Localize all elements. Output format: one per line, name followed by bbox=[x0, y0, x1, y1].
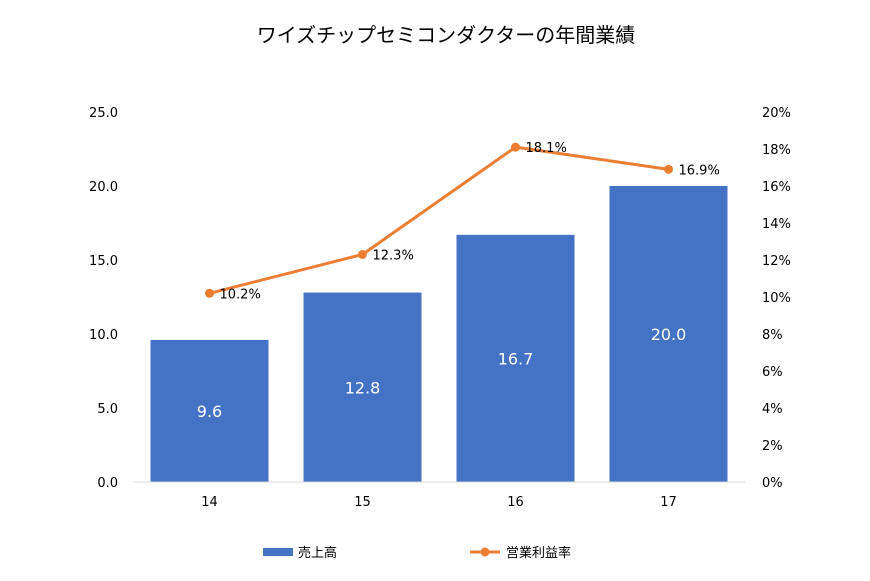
left-tick-label: 5.0 bbox=[97, 402, 118, 417]
series-line bbox=[209, 145, 669, 295]
x-tick-label: 14 bbox=[201, 495, 218, 510]
right-tick-label: 0% bbox=[762, 476, 783, 491]
chart-title: ワイズチップセミコンダクターの年間業績 bbox=[257, 23, 636, 47]
line-point bbox=[511, 142, 520, 152]
bar-series: 9.6 12.8 16.7 20.0 bbox=[150, 186, 728, 482]
line-data-label: 18.1% bbox=[526, 141, 567, 156]
right-tick-label: 2% bbox=[762, 439, 783, 454]
right-tick-label: 20% bbox=[762, 106, 791, 121]
left-tick-label: 15.0 bbox=[89, 254, 118, 269]
x-axis: 14 15 16 17 bbox=[201, 495, 677, 510]
legend-label: 売上高 bbox=[298, 545, 337, 561]
bar-data-label: 12.8 bbox=[345, 378, 381, 397]
legend-swatch-bar bbox=[263, 548, 293, 556]
line-data-label: 16.9% bbox=[679, 163, 720, 178]
bar-data-label: 20.0 bbox=[651, 325, 687, 344]
bar bbox=[456, 234, 575, 482]
bar bbox=[150, 339, 269, 482]
right-tick-label: 6% bbox=[762, 365, 783, 380]
right-tick-label: 8% bbox=[762, 328, 783, 343]
left-axis: 0.0 5.0 10.0 15.0 20.0 25.0 bbox=[89, 106, 118, 491]
right-tick-label: 16% bbox=[762, 180, 791, 195]
bar-data-label: 16.7 bbox=[498, 349, 534, 368]
line-series: 10.2% 12.3% 18.1% 16.9% bbox=[205, 141, 720, 302]
right-axis: 0% 2% 4% 6% 8% 10% 12% 14% 16% 18% 20% bbox=[762, 106, 791, 491]
right-tick-label: 12% bbox=[762, 254, 791, 269]
x-tick-label: 15 bbox=[354, 495, 371, 510]
legend: 売上高 営業利益率 bbox=[263, 545, 571, 561]
line-point bbox=[664, 164, 673, 174]
legend-label: 営業利益率 bbox=[506, 545, 571, 561]
line-point bbox=[358, 249, 367, 259]
line-point bbox=[205, 288, 214, 298]
x-tick-label: 17 bbox=[660, 495, 677, 510]
right-tick-label: 18% bbox=[762, 143, 791, 158]
left-tick-label: 10.0 bbox=[89, 328, 118, 343]
left-tick-label: 20.0 bbox=[89, 180, 118, 195]
x-tick-label: 16 bbox=[507, 495, 524, 510]
right-tick-label: 4% bbox=[762, 402, 783, 417]
left-tick-label: 25.0 bbox=[89, 106, 118, 121]
bar bbox=[303, 292, 422, 482]
left-tick-label: 0.0 bbox=[97, 476, 118, 491]
line-data-label: 12.3% bbox=[373, 248, 414, 263]
right-tick-label: 14% bbox=[762, 217, 791, 232]
bar bbox=[609, 186, 728, 482]
line-data-label: 10.2% bbox=[220, 287, 261, 302]
legend-swatch-marker bbox=[480, 547, 490, 557]
right-tick-label: 10% bbox=[762, 291, 791, 306]
bar-data-label: 9.6 bbox=[197, 402, 222, 421]
